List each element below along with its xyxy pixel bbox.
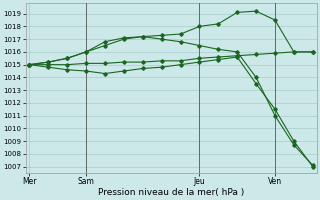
X-axis label: Pression niveau de la mer( hPa ): Pression niveau de la mer( hPa ): [98, 188, 244, 197]
